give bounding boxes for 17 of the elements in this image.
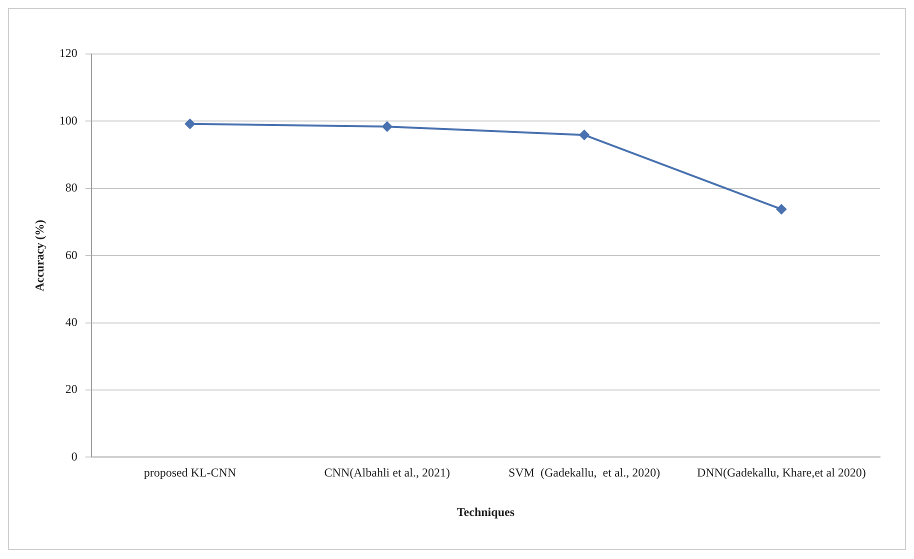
point bbox=[184, 118, 195, 129]
point bbox=[579, 130, 590, 140]
x-tick-label: DNN(Gadekallu, Khare,et al 2020) bbox=[696, 466, 866, 480]
y-tick-label: 20 bbox=[65, 382, 78, 396]
y-tick-label: 40 bbox=[65, 314, 78, 329]
x-tick-label: CNN(Albahli et al., 2021) bbox=[324, 466, 450, 480]
y-axis-title: Accuracy (%) bbox=[32, 220, 46, 292]
y-tick-label: 0 bbox=[71, 449, 78, 464]
y-tick-label: 120 bbox=[59, 46, 78, 60]
y-tick-label: 60 bbox=[65, 248, 78, 262]
x-tick-label: SVM (Gadekallu, et al., 2020) bbox=[508, 466, 660, 480]
x-axis-title: Techniques bbox=[456, 504, 515, 519]
y-tick-label: 80 bbox=[65, 180, 78, 195]
point bbox=[776, 204, 786, 214]
x-tick-label: proposed KL-CNN bbox=[144, 466, 236, 480]
y-tick-label: 100 bbox=[59, 113, 78, 128]
point bbox=[382, 122, 392, 132]
